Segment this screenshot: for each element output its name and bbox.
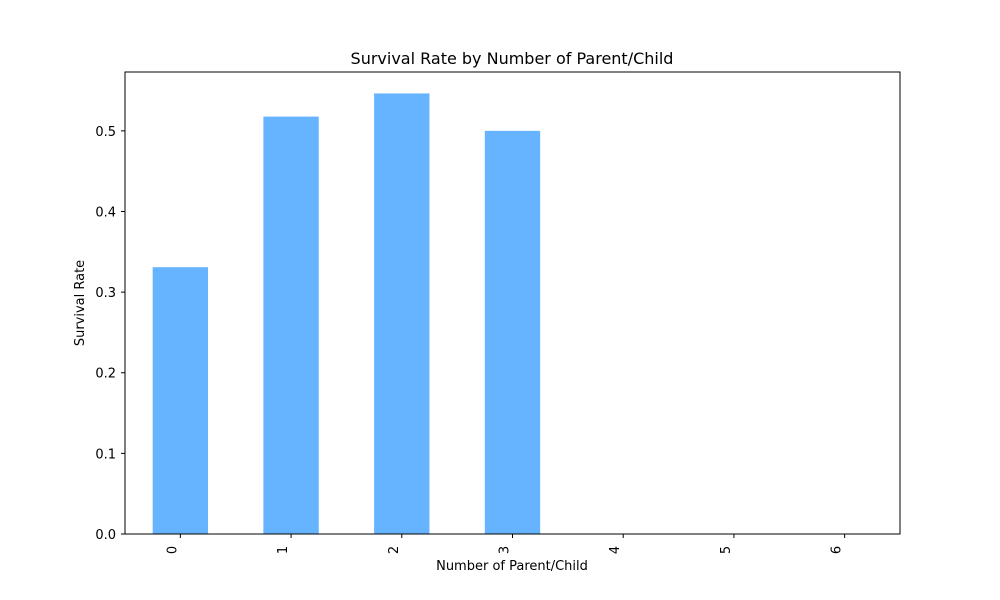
chart-title: Survival Rate by Number of Parent/Child: [351, 49, 674, 68]
x-tick-label: 6: [830, 546, 845, 554]
plot-frame: [124, 71, 901, 535]
y-tick-label: 0.3: [95, 286, 116, 301]
bar-1: [263, 116, 319, 534]
y-tick-label: 0.2: [95, 367, 116, 382]
x-tick-label: 2: [387, 546, 402, 554]
x-tick-label: 0: [165, 546, 180, 554]
bars-group: [152, 93, 541, 535]
x-axis-label: Number of Parent/Child: [436, 559, 588, 574]
x-tick-label: 5: [719, 546, 734, 554]
x-tick-label: 1: [276, 546, 291, 554]
bar-3: [484, 130, 541, 534]
y-tick-label: 0.4: [95, 205, 116, 220]
y-tick-label: 0.1: [95, 447, 116, 462]
y-tick-label: 0.5: [95, 125, 116, 140]
bar-2: [374, 93, 430, 535]
x-axis-ticks: 0 1 2 3 4 5 6: [165, 534, 846, 554]
bar-0: [152, 267, 209, 534]
y-axis-ticks: 0.0 0.1 0.2 0.3 0.4 0.5: [95, 125, 125, 543]
x-tick-label: 3: [498, 546, 513, 554]
x-tick-label: 4: [608, 546, 623, 554]
y-axis-label: Survival Rate: [73, 260, 88, 346]
y-tick-label: 0.0: [95, 528, 116, 543]
